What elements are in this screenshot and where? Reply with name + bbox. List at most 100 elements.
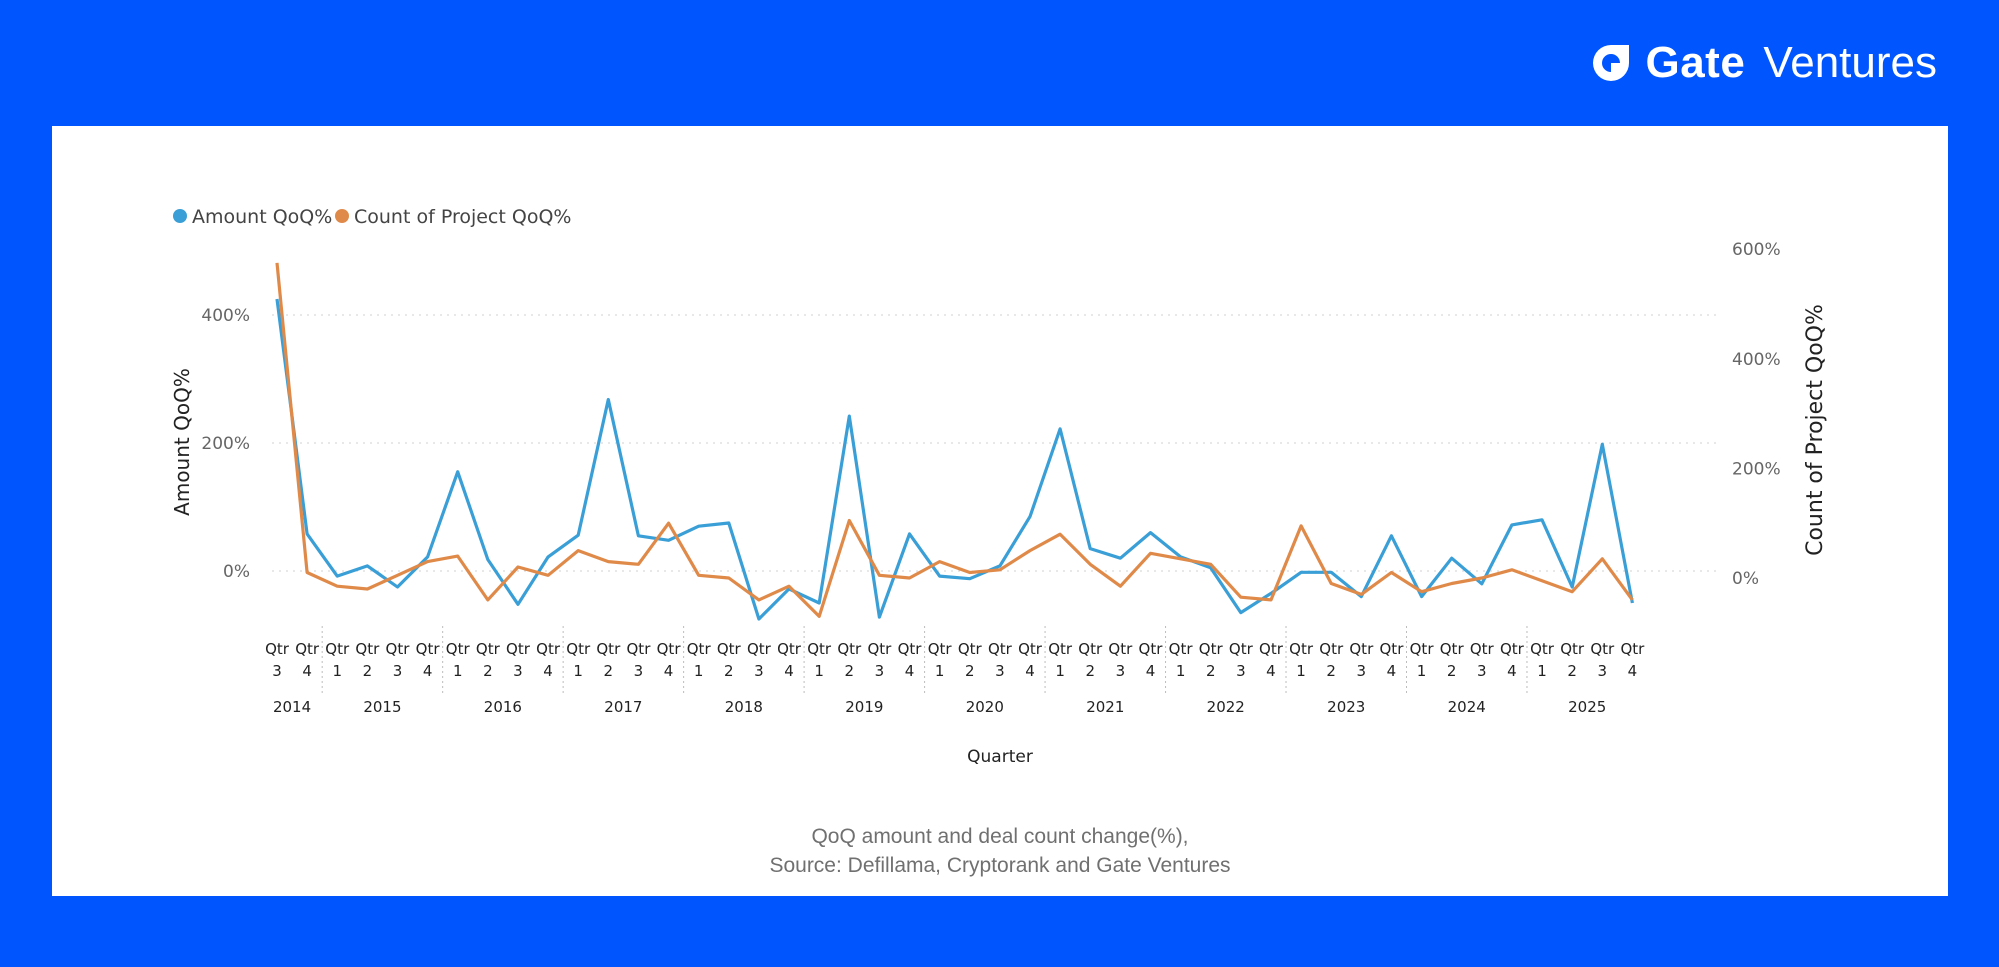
x-tick-qtr: Qtr: [867, 640, 892, 658]
y-right-tick-label: 400%: [1732, 350, 1781, 370]
legend-count-label: Count of Project QoQ%: [354, 206, 571, 228]
y-tick-label: 400%: [201, 306, 250, 326]
y-right-tick-label: 600%: [1732, 240, 1781, 260]
x-tick-qtr: Qtr: [717, 640, 742, 658]
x-tick-qtr: Qtr: [657, 640, 682, 658]
x-tick-quarter-number: 3: [393, 662, 403, 680]
x-tick-quarter-number: 4: [302, 662, 312, 680]
x-tick-qtr: Qtr: [1108, 640, 1133, 658]
x-tick-qtr: Qtr: [1229, 640, 1254, 658]
x-tick-quarter-number: 3: [875, 662, 885, 680]
x-tick-quarter-number: 4: [664, 662, 674, 680]
x-tick-quarter-number: 4: [1146, 662, 1156, 680]
x-tick-quarter-number: 1: [935, 662, 945, 680]
x-tick-quarter-number: 3: [1598, 662, 1608, 680]
x-tick-quarter-number: 1: [814, 662, 824, 680]
x-tick-quarter-number: 2: [483, 662, 493, 680]
x-tick-qtr: Qtr: [1410, 640, 1435, 658]
y-right-tick-label: 200%: [1732, 459, 1781, 479]
x-tick-qtr: Qtr: [898, 640, 923, 658]
x-tick-year: 2016: [484, 698, 522, 716]
x-tick-qtr: Qtr: [1289, 640, 1314, 658]
x-tick-quarter-number: 3: [1357, 662, 1367, 680]
x-tick-qtr: Qtr: [295, 640, 320, 658]
x-tick-qtr: Qtr: [1018, 640, 1043, 658]
x-tick-qtr: Qtr: [837, 640, 862, 658]
x-tick-qtr: Qtr: [777, 640, 802, 658]
x-tick-quarter-number: 3: [1116, 662, 1126, 680]
x-tick-quarter-number: 2: [1447, 662, 1457, 680]
x-tick-qtr: Qtr: [958, 640, 983, 658]
x-tick-year: 2019: [845, 698, 883, 716]
x-tick-quarter-number: 3: [513, 662, 523, 680]
x-tick-year: 2018: [725, 698, 763, 716]
x-tick-quarter-number: 2: [1206, 662, 1216, 680]
x-tick-year: 2022: [1207, 698, 1245, 716]
x-tick-qtr: Qtr: [1169, 640, 1194, 658]
x-tick-quarter-number: 1: [1055, 662, 1065, 680]
x-tick-qtr: Qtr: [566, 640, 591, 658]
y-axis-title: Amount QoQ%: [170, 368, 194, 516]
x-tick-qtr: Qtr: [596, 640, 621, 658]
x-tick-quarter-number: 1: [453, 662, 463, 680]
x-tick-qtr: Qtr: [687, 640, 712, 658]
x-tick-year: 2021: [1086, 698, 1124, 716]
x-tick-quarter-number: 1: [1537, 662, 1547, 680]
x-tick-qtr: Qtr: [1349, 640, 1374, 658]
x-tick-qtr: Qtr: [265, 640, 290, 658]
y-tick-label: 200%: [201, 434, 250, 454]
gate-logo-icon: [1593, 45, 1630, 81]
x-tick-quarter-number: 1: [573, 662, 583, 680]
x-tick-quarter-number: 2: [724, 662, 734, 680]
x-tick-year: 2024: [1448, 698, 1486, 716]
x-tick-quarter-number: 3: [272, 662, 282, 680]
brand-logo: Gate Ventures: [1589, 38, 1937, 88]
x-tick-quarter-number: 1: [1176, 662, 1186, 680]
x-tick-qtr: Qtr: [1048, 640, 1073, 658]
x-tick-quarter-number: 2: [1085, 662, 1095, 680]
x-tick-quarter-number: 3: [1477, 662, 1487, 680]
x-tick-qtr: Qtr: [807, 640, 832, 658]
chart-panel: 0% 200% 400% 0% 200% 400% 600% Amount QoQ% Count…: [52, 126, 1948, 896]
x-tick-qtr: Qtr: [1319, 640, 1344, 658]
chart-caption: QoQ amount and deal count change(%), Sou…: [52, 822, 1948, 880]
x-tick-qtr: Qtr: [1590, 640, 1615, 658]
caption-line-1: QoQ amount and deal count change(%),: [811, 825, 1189, 848]
x-tick-year: 2020: [966, 698, 1004, 716]
x-tick-qtr: Qtr: [1199, 640, 1224, 658]
x-tick-qtr: Qtr: [928, 640, 953, 658]
x-tick-quarter-number: 2: [1326, 662, 1336, 680]
x-tick-quarter-number: 2: [363, 662, 373, 680]
x-tick-quarter-number: 1: [1417, 662, 1427, 680]
x-tick-qtr: Qtr: [1380, 640, 1405, 658]
x-tick-qtr: Qtr: [536, 640, 561, 658]
x-tick-qtr: Qtr: [1470, 640, 1495, 658]
x-tick-quarter-number: 3: [995, 662, 1005, 680]
caption-line-2: Source: Defillama, Cryptorank and Gate V…: [769, 854, 1231, 877]
legend-amount-marker: [173, 209, 187, 223]
x-tick-qtr: Qtr: [1620, 640, 1645, 658]
x-tick-qtr: Qtr: [386, 640, 411, 658]
x-tick-quarter-number: 4: [784, 662, 794, 680]
x-tick-quarter-number: 4: [543, 662, 553, 680]
x-tick-quarter-number: 4: [1387, 662, 1397, 680]
x-tick-quarter-number: 1: [694, 662, 704, 680]
x-tick-qtr: Qtr: [988, 640, 1013, 658]
x-tick-quarter-number: 4: [1266, 662, 1276, 680]
series-line-amount: [275, 298, 1634, 621]
x-tick-quarter-number: 4: [1628, 662, 1638, 680]
x-tick-qtr: Qtr: [416, 640, 441, 658]
x-tick-qtr: Qtr: [506, 640, 531, 658]
x-tick-qtr: Qtr: [1440, 640, 1465, 658]
x-tick-quarter-number: 4: [905, 662, 915, 680]
x-tick-qtr: Qtr: [1259, 640, 1284, 658]
brand-suffix: Ventures: [1763, 38, 1937, 87]
x-tick-qtr: Qtr: [627, 640, 652, 658]
legend-amount-label: Amount QoQ%: [192, 206, 332, 228]
x-tick-year: 2017: [604, 698, 642, 716]
x-tick-year: 2014: [273, 698, 311, 716]
series-line-count: [275, 262, 1634, 618]
x-tick-qtr: Qtr: [355, 640, 380, 658]
x-tick-quarter-number: 3: [754, 662, 764, 680]
y-right-axis-title: Count of Project QoQ%: [1803, 304, 1828, 556]
